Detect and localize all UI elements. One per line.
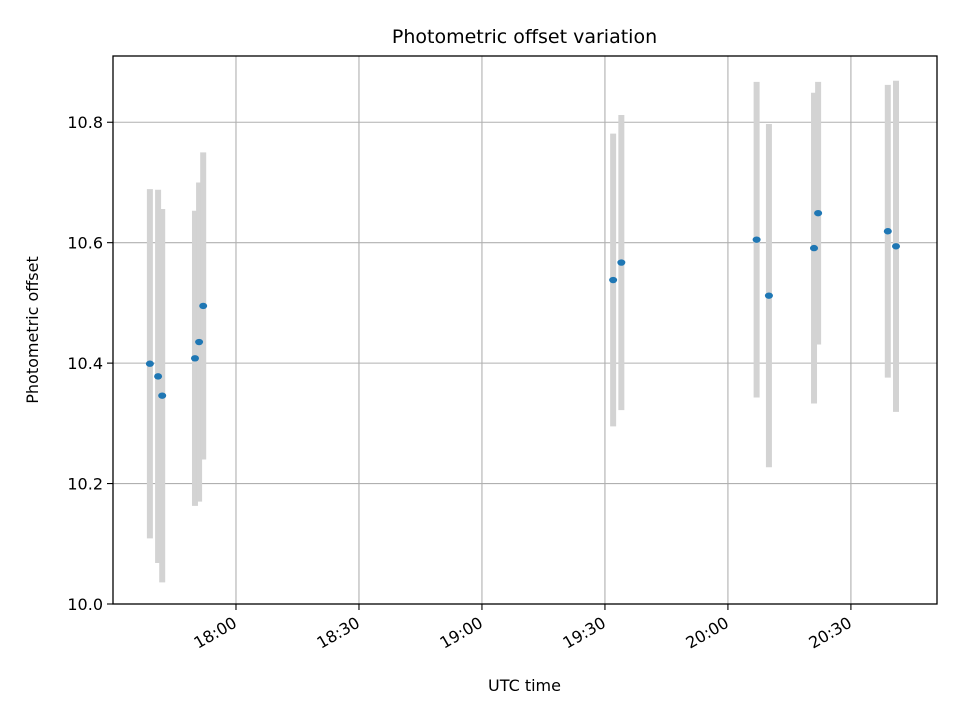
data-point [810, 244, 819, 252]
x-tick-label: 19:00 [437, 613, 486, 653]
y-tick-label: 10.2 [67, 475, 103, 494]
data-point [892, 243, 901, 250]
x-tick-label: 19:30 [560, 613, 609, 653]
x-axis-label: UTC time [488, 676, 561, 695]
chart-title: Photometric offset variation [392, 26, 657, 48]
data-point [609, 276, 618, 284]
y-tick-label: 10.8 [67, 113, 103, 132]
data-point [145, 360, 154, 367]
data-points [145, 209, 901, 399]
data-point [764, 292, 773, 299]
plot-frame [112, 55, 938, 605]
data-point [752, 236, 761, 243]
data-point [195, 338, 204, 346]
y-axis-label: Photometric offset [23, 256, 42, 404]
x-tick-label: 18:00 [191, 613, 240, 653]
data-point [199, 302, 208, 310]
data-point [883, 228, 892, 235]
data-point [814, 209, 823, 217]
data-point [190, 355, 199, 362]
data-point [617, 259, 626, 266]
y-tick-label: 10.6 [67, 234, 103, 253]
x-tick-label: 20:30 [805, 613, 854, 653]
x-tick-label: 18:30 [314, 613, 363, 653]
x-tick-label: 20:00 [682, 613, 731, 653]
data-point [158, 392, 167, 399]
error-bars [146, 80, 900, 583]
data-point [154, 373, 163, 380]
y-tick-label: 10.4 [67, 354, 103, 373]
y-tick-label: 10.0 [67, 595, 103, 614]
